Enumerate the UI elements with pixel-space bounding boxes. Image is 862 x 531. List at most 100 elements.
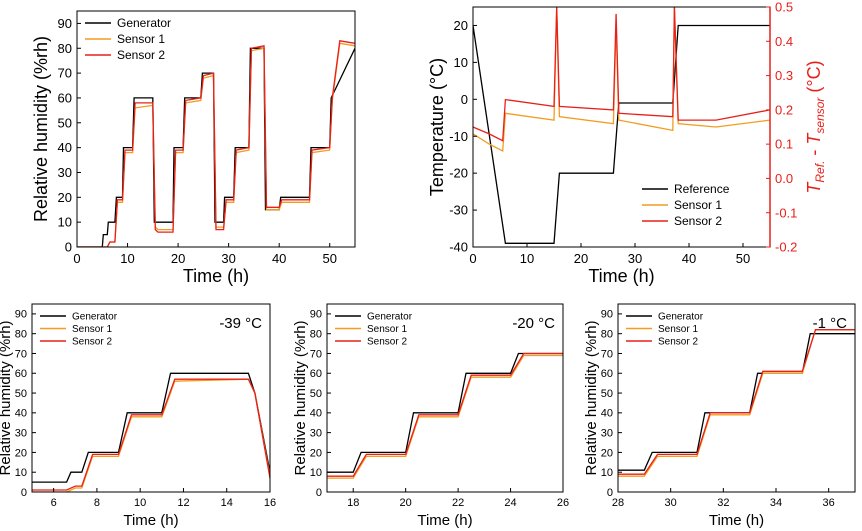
series-sensor-2-line: [473, 7, 770, 142]
legend-sensor-1-label: Sensor 1: [367, 324, 407, 335]
temperature-annotation: -1 °C: [813, 315, 848, 332]
x-tick-label: 26: [557, 497, 569, 509]
y-tick-label: 80: [15, 329, 27, 341]
y-tick-label: 50: [15, 388, 27, 400]
y-tick-label: 60: [58, 90, 72, 105]
chart-c: 6 8 10 12 14 16 0 10 20 30 40 50 60 70 80 90 Time (h) Rel…: [0, 303, 276, 529]
chart-e: 28 30 32 34 36 0 10 20 30 40 50 60 70 80 90 Time (h) Rel…: [583, 303, 856, 529]
plot-frame: [472, 6, 771, 248]
y2-tick-label: 0.2: [775, 102, 793, 117]
y-tick-label: 20: [58, 190, 72, 205]
x-tick-label: 28: [612, 497, 624, 509]
x-tick-label: 10: [134, 497, 146, 509]
y-tick-label: 80: [58, 41, 72, 56]
legend-reference-label: Reference: [674, 182, 730, 196]
y-tick-label: 40: [310, 408, 322, 420]
y-tick-label: 30: [601, 427, 613, 439]
series-sensor-2-line: [618, 329, 855, 475]
y-tick-label: 40: [58, 140, 72, 155]
series-sensor-2-line: [77, 40, 355, 247]
x-axis-label: Time (h): [123, 512, 178, 529]
y-tick-label: 80: [310, 329, 322, 341]
x-tick-label: 30: [665, 497, 677, 509]
y-tick-label: 30: [58, 165, 72, 180]
y-tick-label: 40: [15, 408, 27, 420]
y-tick-label: 20: [601, 447, 613, 459]
y2-axis-label: TRef. - Tsensor (°C): [804, 60, 827, 193]
x-axis-label: Time (h): [183, 266, 249, 286]
x-axis-label: Time (h): [709, 512, 764, 529]
x-tick-label: 0: [469, 251, 476, 266]
y-tick-label: 10: [15, 467, 27, 479]
plot-frame: [617, 303, 856, 493]
y-axis-label: Relative humidity (%rh): [583, 320, 600, 475]
y2-tick-label: 0.4: [775, 34, 793, 49]
series-generator-line: [32, 372, 270, 483]
y-tick-label: 50: [58, 115, 72, 130]
y2-tick-label: 0.3: [775, 68, 793, 83]
x-tick-label: 12: [177, 497, 189, 509]
y-tick-label: 20: [454, 18, 468, 33]
x-tick-label: 50: [736, 251, 750, 266]
series-reference-line: [473, 24, 770, 244]
x-tick-label: 10: [520, 251, 534, 266]
x-tick-label: 14: [221, 497, 233, 509]
x-tick-label: 36: [823, 497, 835, 509]
y-tick-label: 0: [21, 487, 27, 499]
y2-tick-label: -0.1: [775, 205, 797, 220]
temperature-annotation: -20 °C: [512, 315, 555, 332]
y-tick-label: 40: [601, 408, 613, 420]
y2-tick-label: 0.5: [775, 0, 793, 15]
x-tick-label: 40: [682, 251, 696, 266]
y-tick-label: 70: [310, 348, 322, 360]
y2-label-t2: T: [804, 132, 824, 145]
y-axis-label: Relative humidity (%rh): [31, 36, 51, 222]
series-sensor-2-line: [32, 378, 270, 491]
chart-a: 0 10 20 30 40 50 0 10 20 30 40 50 60 70 80 90 Time (h) Re…: [31, 10, 356, 286]
y-tick-label: 0: [316, 487, 322, 499]
x-axis-label: Time (h): [588, 266, 654, 286]
x-tick-label: 8: [94, 497, 100, 509]
legend-sensor-2-label: Sensor 2: [117, 48, 165, 62]
y2-label-t1: T: [804, 181, 824, 194]
x-tick-label: 24: [504, 497, 516, 509]
y-tick-label: 0: [461, 92, 468, 107]
x-tick-label: 30: [221, 251, 235, 266]
y-tick-label: 10: [454, 55, 468, 70]
y2-label-dash: -: [804, 145, 824, 161]
x-tick-label: 20: [574, 251, 588, 266]
y-tick-label: 30: [310, 427, 322, 439]
y-tick-label: 80: [601, 329, 613, 341]
x-tick-label: 6: [51, 497, 57, 509]
legend-sensor-1-label: Sensor 1: [674, 198, 722, 212]
legend-generator-label: Generator: [658, 312, 704, 323]
x-tick-label: 40: [272, 251, 286, 266]
legend-generator-label: Generator: [367, 312, 413, 323]
x-tick-label: 0: [73, 251, 80, 266]
y-tick-label: 60: [15, 368, 27, 380]
y2-tick-label: 0.0: [775, 171, 793, 186]
y-tick-label: 90: [58, 16, 72, 31]
y2-tick-label: 0.1: [775, 137, 793, 152]
series-sensor-1-line: [618, 329, 855, 477]
y-axis-label: Relative humidity (%rh): [292, 320, 309, 475]
y-tick-label: -30: [449, 203, 468, 218]
x-tick-label: 16: [264, 497, 276, 509]
x-tick-label: 30: [628, 251, 642, 266]
series-sensor-2-line: [327, 352, 563, 477]
x-tick-label: 10: [120, 251, 134, 266]
chart-d: 18 20 22 24 26 0 10 20 30 40 50 60 70 80 90 Time (h) Rel…: [292, 303, 569, 529]
y2-label-sub2: sensor: [813, 97, 827, 134]
y-tick-label: 60: [601, 368, 613, 380]
y-tick-label: 70: [601, 348, 613, 360]
y-tick-label: 20: [15, 447, 27, 459]
x-tick-label: 34: [770, 497, 782, 509]
y-tick-label: 20: [310, 447, 322, 459]
plot-frame: [76, 10, 356, 248]
y-tick-label: 0: [65, 240, 72, 255]
legend-sensor-2-label: Sensor 2: [72, 337, 112, 348]
legend-generator-label: Generator: [117, 16, 171, 30]
series-sensor-1-line: [473, 7, 770, 153]
legend-sensor-2-label: Sensor 2: [367, 337, 407, 348]
